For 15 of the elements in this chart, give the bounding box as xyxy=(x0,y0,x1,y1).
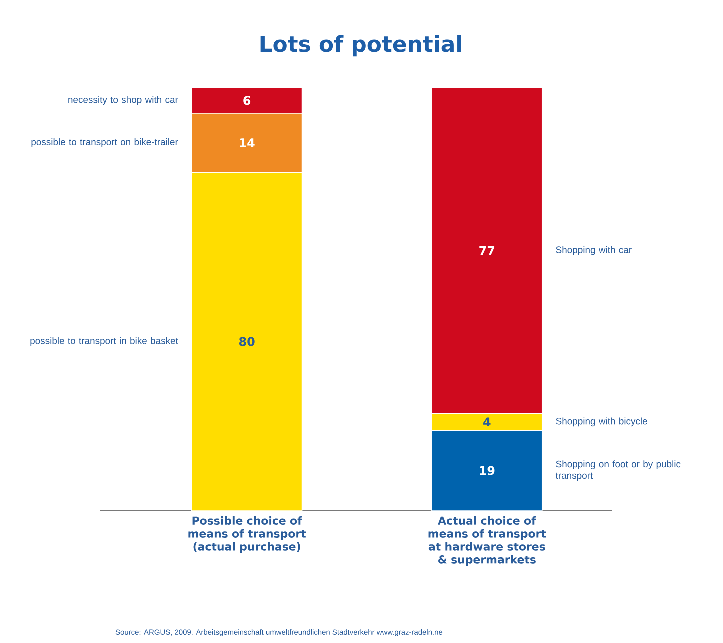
x-tick-label: Possible choice of means of transport (actual purchase) xyxy=(188,516,306,554)
series-label: necessity to shop with car xyxy=(68,96,178,106)
data-label: 4 xyxy=(484,418,491,427)
x-tick-label: Actual choice of means of transport at hardware stores & supermarkets xyxy=(428,516,546,566)
series-label: Shopping with car xyxy=(556,246,632,256)
data-label: 77 xyxy=(480,246,495,256)
series-label: Shopping on foot or by public transport xyxy=(556,460,681,481)
data-label: 19 xyxy=(480,466,495,476)
series-label: possible to transport on bike-trailer xyxy=(32,138,178,148)
series-label: possible to transport in bike basket xyxy=(30,337,178,346)
data-label: 14 xyxy=(240,138,255,148)
data-label: 6 xyxy=(244,96,251,106)
series-label: Shopping with bicycle xyxy=(556,418,648,427)
chart-title: Lots of potential xyxy=(260,35,462,57)
data-label: 80 xyxy=(239,337,255,346)
